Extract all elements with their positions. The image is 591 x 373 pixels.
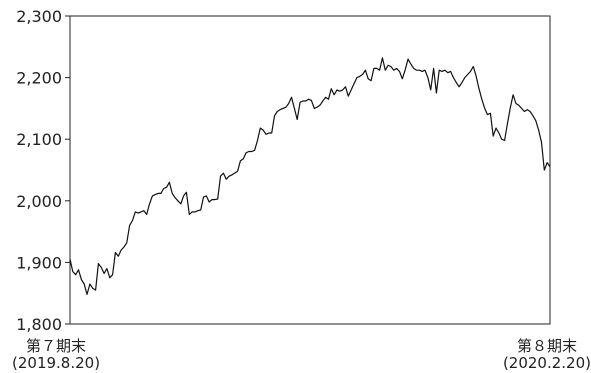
- y-tick-label: 1,900: [16, 253, 62, 272]
- y-axis-ticks: [65, 15, 70, 325]
- x-start-date: (2019.8.20): [12, 354, 101, 372]
- y-tick-label: 2,000: [16, 192, 62, 211]
- price-series-line: [69, 57, 551, 295]
- x-start-label: 第７期末 (2019.8.20): [12, 338, 100, 372]
- y-tick-label: 2,100: [16, 130, 62, 149]
- y-tick-label: 1,800: [16, 315, 62, 334]
- x-end-date: (2020.2.20): [502, 354, 591, 372]
- x-end-period: 第８期末: [516, 337, 577, 355]
- plot-frame: [69, 15, 551, 325]
- x-end-label: 第８期末 (2020.2.20): [503, 338, 591, 372]
- y-axis-labels: 1,800 1,900 2,000 2,100 2,200 2,300: [16, 7, 62, 334]
- y-tick-label: 2,300: [16, 7, 62, 26]
- x-start-period: 第７期末: [26, 337, 87, 355]
- y-tick-label: 2,200: [16, 69, 62, 88]
